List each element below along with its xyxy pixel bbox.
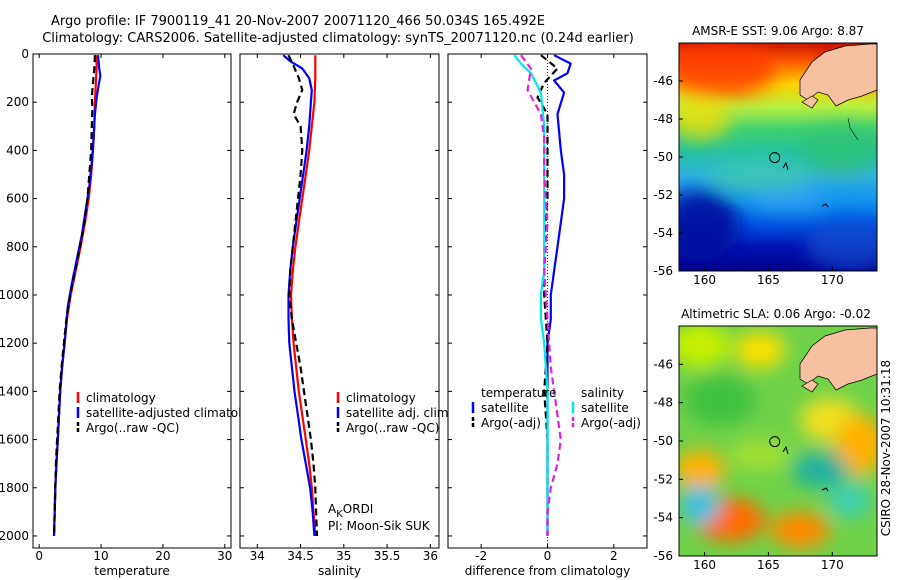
- temperature-y-tick-label: 600: [6, 192, 29, 206]
- sst-x-tick-label: 160: [693, 273, 716, 287]
- temperature-x-tick-label: 20: [155, 549, 170, 563]
- temperature-x-tick-label: 0: [35, 549, 43, 563]
- sla-y-tick-label: -46: [653, 357, 673, 371]
- temperature-x-tick-label: 10: [93, 549, 108, 563]
- legend-entry-label: satellite adj. clim.: [346, 406, 452, 420]
- sla-y-tick-label: -48: [653, 396, 673, 410]
- salinity-x-tick-label: 34: [250, 549, 265, 563]
- legend-entry-label: satellite: [581, 401, 629, 415]
- salinity-series-climatology: [289, 55, 317, 537]
- legend-salinity-title: salinity: [581, 386, 624, 400]
- argo-position-marker: [769, 436, 781, 448]
- salinity-x-tick-label: 35.5: [374, 549, 401, 563]
- difference-x-tick-label: 0: [544, 549, 552, 563]
- salinity-x-tick-label: 36: [423, 549, 438, 563]
- sla-map-axes: 160 165 170 -46 -48 -50 -52 -54 -56: [653, 357, 843, 572]
- sst-x-tick-label: 165: [757, 273, 780, 287]
- legend-entry-label: Argo(..raw -QC): [86, 421, 179, 435]
- temperature-profile-plot: 0 10 20 30 0 200 400 600 800 1000 1200 1400 1600 1800…: [0, 47, 264, 578]
- legend-entry-label: climatology: [86, 391, 156, 405]
- sst-map-axes: 160 165 170 -46 -48 -50 -52 -54 -56: [653, 74, 843, 287]
- sla-map-title: Altimetric SLA: 0.06 Argo: -0.02: [681, 307, 871, 321]
- header-line-2: Climatology: CARS2006. Satellite-adjuste…: [42, 31, 634, 46]
- sst-map-field: [679, 43, 877, 271]
- legend-entry-label: satellite-adjusted climatology: [86, 406, 264, 420]
- annotation-institution: AKORDI: [328, 502, 373, 520]
- temperature-y-tick-label: 400: [6, 143, 29, 157]
- sla-y-tick-label: -54: [653, 511, 673, 525]
- annotation-pi: PI: Moon-Sik SUK: [328, 519, 431, 533]
- sla-map: 160 165 170 -46 -48 -50 -52 -54 -56: [653, 325, 878, 572]
- legend-entry-label: Argo(-adj): [581, 416, 641, 430]
- salinity-x-axis-label: salinity: [318, 564, 361, 578]
- legend-entry-label: Argo(-adj): [481, 416, 541, 430]
- sst-y-tick-label: -48: [653, 112, 673, 126]
- temperature-y-tick-label: 1600: [0, 433, 29, 447]
- sst-y-tick-label: -52: [653, 188, 673, 202]
- sst-map: 160 165 170 -46 -48 -50 -52 -54 -56: [653, 42, 878, 287]
- sla-y-tick-label: -52: [653, 472, 673, 486]
- temperature-y-tick-label: 1000: [0, 288, 29, 302]
- difference-x-axis-label: difference from climatology: [465, 564, 631, 578]
- sla-x-tick-label: 165: [757, 558, 780, 572]
- temperature-y-tick-label: 200: [6, 95, 29, 109]
- difference-series-temperature-argo-adj-: [536, 54, 559, 536]
- temperature-y-tick-label: 1400: [0, 384, 29, 398]
- salinity-x-tick-label: 35: [336, 549, 351, 563]
- sla-x-tick-label: 160: [693, 558, 716, 572]
- sst-x-tick-label: 170: [821, 273, 844, 287]
- salinity-profile-plot: 34 34.5 35 35.5 36 salinity climatologysatelli…: [239, 53, 452, 578]
- difference-x-tick-label: 2: [610, 549, 618, 563]
- temperature-x-axis-label: temperature: [94, 564, 169, 578]
- sla-y-tick-label: -56: [653, 549, 673, 563]
- header-line-1: Argo profile: IF 7900119_41 20-Nov-2007 …: [51, 14, 545, 29]
- sst-y-tick-label: -54: [653, 226, 673, 240]
- temperature-y-tick-label: 800: [6, 240, 29, 254]
- difference-series-salinity-argo-adj-: [520, 54, 562, 536]
- legend-entry-label: Argo(..raw -QC): [346, 421, 439, 435]
- sst-y-tick-label: -46: [653, 74, 673, 88]
- temperature-y-tick-label: 1200: [0, 336, 29, 350]
- salinity-series-argo-raw-qc-: [287, 54, 319, 537]
- salinity-axes-frame: [239, 53, 440, 549]
- legend-temperature-title: temperature: [481, 386, 556, 400]
- argo-position-marker: [769, 152, 781, 164]
- sla-map-field: [679, 326, 877, 556]
- sla-x-tick-label: 170: [821, 558, 844, 572]
- difference-legend: temperature salinitysatelliteArgo(-adj)sa…: [471, 386, 641, 430]
- difference-series-temperature-satellite: [546, 54, 572, 536]
- temperature-x-tick-label: 30: [217, 549, 232, 563]
- temperature-y-tick-label: 1800: [0, 481, 29, 495]
- side-label: CSIRO 28-Nov-2007 10:31:18: [879, 360, 893, 536]
- legend-entry-label: climatology: [346, 391, 416, 405]
- legend-entry-label: satellite: [481, 401, 529, 415]
- temperature-series-argo-raw-qc-: [52, 55, 96, 537]
- sst-y-tick-label: -50: [653, 150, 673, 164]
- temperature-axes-frame: [32, 53, 232, 549]
- difference-x-tick-label: -2: [475, 549, 487, 563]
- sst-y-tick-label: -56: [653, 264, 673, 278]
- temperature-y-tick-label: 0: [21, 47, 29, 61]
- sla-y-tick-label: -50: [653, 434, 673, 448]
- salinity-x-tick-label: 34.5: [287, 549, 314, 563]
- sst-map-title: AMSR-E SST: 9.06 Argo: 8.87: [692, 24, 864, 38]
- temperature-y-tick-label: 2000: [0, 529, 29, 543]
